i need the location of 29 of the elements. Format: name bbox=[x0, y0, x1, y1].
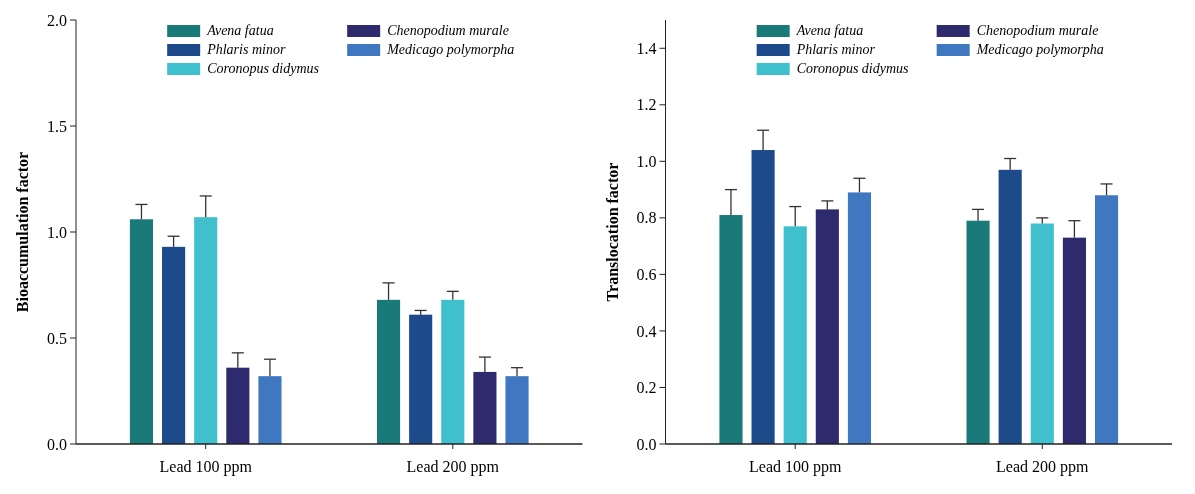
legend-label: Chenopodium murale bbox=[387, 23, 509, 38]
y-axis-title: Translocation factor bbox=[603, 162, 621, 302]
x-tick-label: Lead 200 ppm bbox=[406, 458, 500, 476]
y-tick-label: 1.0 bbox=[47, 223, 67, 241]
y-tick-label: 0.4 bbox=[636, 322, 657, 340]
legend-label: Coronopus didymus bbox=[207, 61, 320, 76]
legend-label: Avena fatua bbox=[795, 23, 864, 38]
y-tick-label: 1.2 bbox=[636, 96, 657, 114]
legend-label: Phlaris minor bbox=[206, 42, 286, 57]
x-tick-label: Lead 200 ppm bbox=[996, 458, 1090, 476]
y-axis-title: Bioaccumulation factor bbox=[14, 151, 31, 313]
legend-label: Medicago polymorpha bbox=[975, 42, 1104, 57]
y-tick-label: 1.0 bbox=[636, 152, 657, 170]
legend-label: Phlaris minor bbox=[795, 42, 876, 57]
legend-label: Coronopus didymus bbox=[796, 61, 910, 76]
y-tick-label: 0.6 bbox=[636, 266, 657, 283]
legend-label: Chenopodium murale bbox=[976, 23, 1099, 38]
x-tick-label: Lead 100 ppm bbox=[159, 458, 253, 476]
legend-label: Avena fatua bbox=[206, 23, 274, 38]
y-tick-label: 1.5 bbox=[47, 117, 67, 135]
y-tick-label: 0.5 bbox=[47, 329, 67, 347]
legend-label: Medicago polymorpha bbox=[386, 42, 515, 57]
y-tick-label: 0.2 bbox=[636, 379, 657, 397]
y-tick-label: 0.8 bbox=[636, 209, 657, 227]
y-tick-label: 2.0 bbox=[47, 11, 67, 29]
y-tick-label: 0.0 bbox=[636, 435, 657, 453]
x-tick-label: Lead 100 ppm bbox=[749, 458, 842, 476]
y-tick-label: 1.4 bbox=[636, 39, 657, 57]
y-tick-label: 0.0 bbox=[47, 435, 67, 453]
